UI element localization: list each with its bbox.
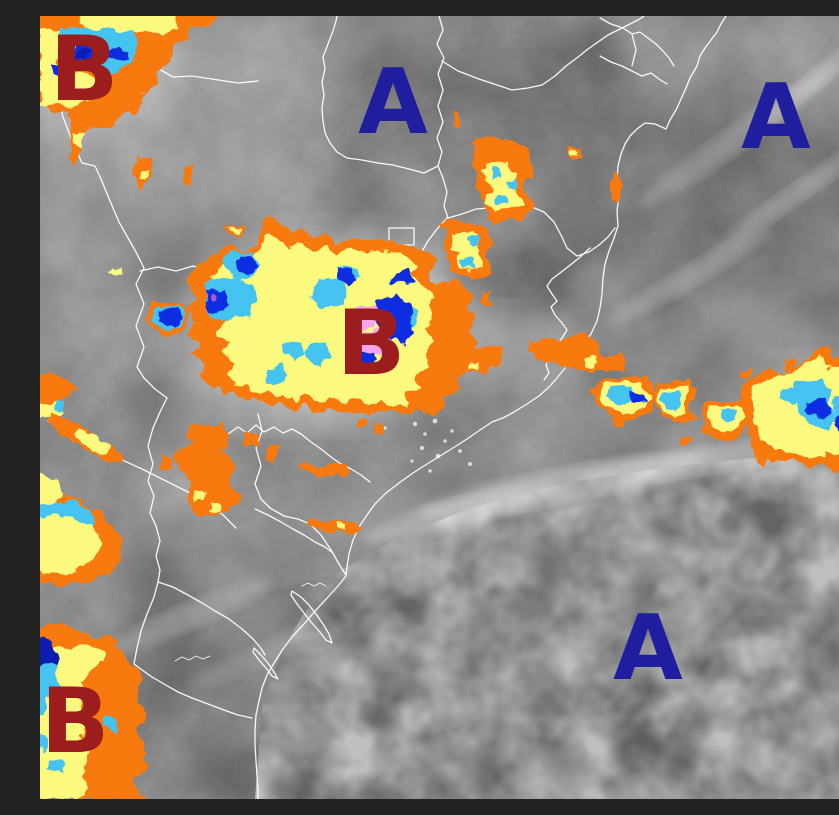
border-line (441, 16, 645, 91)
lagoon-outline-mirim (252, 647, 279, 680)
border-line (599, 17, 675, 67)
pressure-label-low: B (50, 17, 119, 122)
border-line (599, 55, 668, 85)
border-squiggle (174, 655, 211, 662)
border-line (133, 581, 253, 719)
satellite-canvas: B A A B A B (40, 16, 839, 799)
storm-band-ocean (460, 336, 839, 472)
pressure-label-low: B (337, 291, 406, 396)
storm-cell-goias-south (442, 221, 493, 305)
border-squiggle (301, 582, 327, 587)
storm-specks-ne (569, 143, 622, 202)
storm-cluster-goias (452, 115, 532, 222)
storm-cluster-bottomleft (40, 626, 146, 799)
storm-scatter-south (159, 418, 385, 536)
pressure-label-low: B (41, 669, 110, 774)
border-line (40, 51, 168, 399)
border-line (147, 397, 168, 583)
border-line (254, 413, 347, 576)
border-line (631, 33, 637, 67)
storm-cluster-central (187, 216, 479, 417)
pressure-annotations: B A A B A B (41, 17, 811, 774)
border-line (447, 205, 616, 257)
border-line (254, 16, 727, 799)
satellite-image: B A A B A B (40, 16, 839, 799)
storm-cell-standalone-west (146, 302, 190, 336)
lagoon-outline-patos (290, 590, 333, 644)
pressure-label-high: A (613, 596, 683, 701)
storm-overlays (40, 16, 839, 799)
border-line (157, 581, 266, 656)
border-line (321, 16, 439, 174)
border-line (254, 508, 334, 554)
storm-left-edge (40, 374, 124, 584)
storm-cluster-topleft (40, 16, 215, 171)
pressure-label-high: A (358, 50, 428, 155)
border-line (436, 16, 449, 219)
pressure-label-high: A (741, 65, 811, 170)
